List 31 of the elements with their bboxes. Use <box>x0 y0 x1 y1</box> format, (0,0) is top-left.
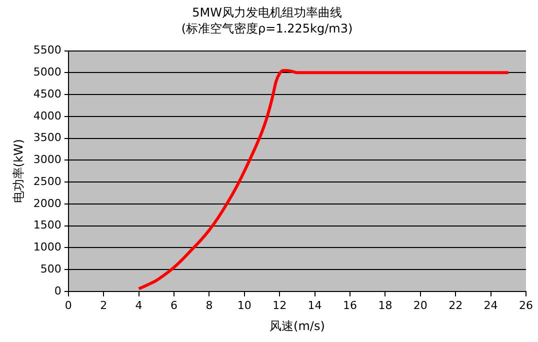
chart-title: 5MW风力发电机组功率曲线 <box>192 5 342 20</box>
y-tick-label: 5000 <box>33 66 62 79</box>
x-tick-label: 6 <box>170 298 178 312</box>
x-tick-label: 18 <box>378 298 392 312</box>
y-tick-label: 0 <box>54 284 62 298</box>
x-tick-label: 2 <box>100 298 108 312</box>
y-tick-label: 5500 <box>33 44 62 57</box>
y-tick-label: 1000 <box>33 240 62 254</box>
y-tick-label: 4500 <box>33 87 62 100</box>
x-tick-label: 10 <box>237 298 252 312</box>
y-tick-label: 2500 <box>33 174 62 188</box>
x-tick-label: 16 <box>343 298 357 312</box>
y-tick-label: 4000 <box>33 109 62 122</box>
x-tick-label: 4 <box>135 298 142 312</box>
y-tick-label: 3500 <box>33 131 62 144</box>
x-tick-label: 26 <box>519 298 533 312</box>
x-tick-label: 12 <box>272 298 287 312</box>
x-tick-label: 0 <box>64 298 72 312</box>
x-tick-label: 20 <box>413 298 428 312</box>
x-tick-label: 8 <box>206 298 213 312</box>
x-tick-label: 24 <box>484 298 498 312</box>
x-tick-label: 22 <box>448 298 463 312</box>
y-tick-label: 1500 <box>33 218 62 232</box>
x-tick-label: 14 <box>308 298 322 312</box>
x-axis-title: 风速(m/s) <box>270 318 325 333</box>
y-tick-label: 3000 <box>33 153 62 166</box>
y-tick-label: 2000 <box>33 196 62 210</box>
y-axis-title: 电功率(kW) <box>11 139 26 204</box>
y-tick-label: 500 <box>40 262 62 276</box>
line-series <box>137 68 510 290</box>
chart-subtitle: (标准空气密度ρ=1.225kg/m3) <box>181 22 353 36</box>
